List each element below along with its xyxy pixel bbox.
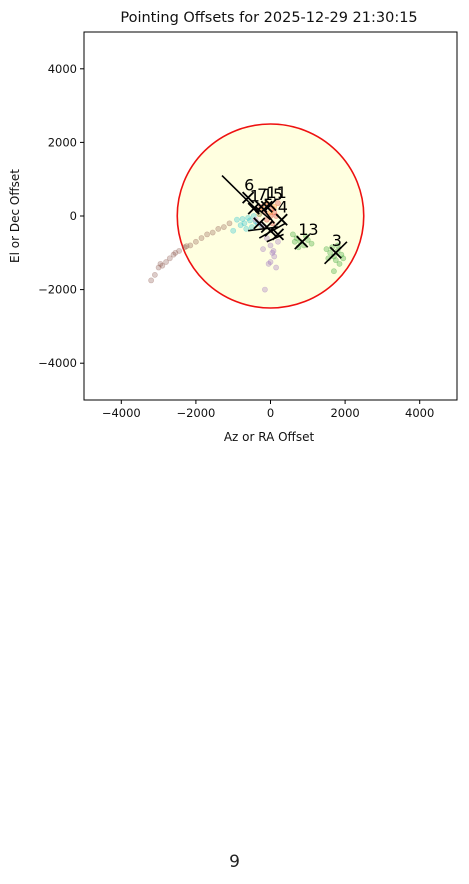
scatter-point-s0-7 (176, 248, 183, 254)
y-tick-label-3: 2000 (48, 135, 77, 149)
scatter-point-s6-10 (327, 249, 334, 256)
scatter-point-s2-10 (270, 248, 277, 254)
scatter-point-s1-2 (241, 220, 248, 227)
scatter-point-s0-9 (187, 242, 194, 249)
scatter-point-s0-4 (163, 259, 169, 265)
offset-marker-2 (255, 200, 268, 213)
scatter-point-s0-10 (192, 238, 199, 245)
x-axis-label: Az or RA Offset (224, 430, 315, 444)
scatter-point-s2-3 (271, 253, 278, 260)
chart-title: Pointing Offsets for 2025-12-29 21:30:15 (120, 10, 417, 26)
scatter-point-s6-5 (308, 240, 315, 247)
scatter-point-s0-13 (209, 229, 216, 236)
marker-label-10: 13 (298, 220, 318, 239)
scatter-point-s0-6 (170, 251, 177, 258)
scatter-point-s0-12 (204, 231, 210, 238)
scatter-point-s0-2 (155, 264, 162, 271)
x-tick-label-1: −2000 (176, 406, 215, 420)
scatter-point-s6-14 (332, 257, 339, 264)
x-tick-label-2: 0 (267, 406, 274, 420)
scatter-point-s0-11 (198, 235, 205, 241)
marker-label-11: 3 (332, 231, 342, 250)
scatter-point-s0-5 (166, 255, 173, 262)
marker-label-9: 4 (278, 198, 288, 217)
scatter-point-s1-0 (234, 216, 240, 223)
scatter-point-s1-12 (239, 216, 246, 222)
scatter-point-s1-8 (230, 227, 237, 234)
marker-label-2: 7 (257, 185, 267, 204)
scatter-point-s0-8 (181, 244, 188, 251)
x-tick-label-4: 4000 (405, 406, 434, 420)
offset-marker-3 (260, 200, 273, 213)
scatter-point-s1-1 (237, 222, 244, 229)
offset-marker-8 (271, 228, 285, 241)
tolerance-circle (176, 123, 365, 309)
scatter-point-s2-6 (267, 259, 274, 265)
offset-marker-5 (253, 217, 266, 230)
offset-marker-4 (264, 198, 277, 212)
scatter-point-s3-6 (275, 200, 281, 207)
scatter-point-s2-9 (262, 286, 268, 293)
scatter-point-s6-0 (289, 231, 296, 238)
scatter-point-s0-0 (148, 277, 155, 284)
scatter-point-s0-17 (159, 262, 166, 269)
scatter-point-s6-18 (331, 268, 337, 275)
scatter-point-s0-15 (220, 224, 227, 230)
scatter-point-s1-3 (245, 214, 252, 221)
offset-marker-0 (241, 191, 255, 204)
offset-marker-1 (247, 202, 260, 215)
scatter-point-s6-20 (340, 255, 347, 262)
marker-label-3: 15 (263, 185, 283, 204)
y-tick-label-1: −2000 (38, 283, 77, 297)
scatter-point-s0-14 (215, 225, 222, 232)
y-tick-label-4: 4000 (48, 62, 77, 76)
offset-marker-7 (264, 224, 277, 237)
scatter-point-s2-1 (267, 242, 274, 249)
marker-label-1: 1 (250, 187, 260, 206)
marker-label-0: 6 (244, 176, 254, 195)
scatter-point-s0-18 (172, 249, 179, 256)
scatter-point-s2-2 (269, 249, 276, 256)
offset-marker-11 (329, 246, 342, 259)
scatter-point-s1-4 (248, 224, 255, 230)
y-axis-label: El or Dec Offset (8, 169, 22, 263)
scatter-point-s0-16 (226, 220, 233, 227)
scatter-point-s1-10 (247, 217, 253, 224)
scatter-point-s6-19 (334, 242, 341, 249)
scatter-point-s6-8 (291, 238, 298, 245)
scatter-point-s2-7 (260, 246, 266, 253)
page-number: 9 (229, 852, 240, 872)
scatter-point-s0-3 (157, 260, 164, 267)
offset-marker-10 (296, 235, 309, 248)
offset-marker-9 (275, 213, 288, 226)
x-tick-label-0: −4000 (102, 406, 141, 420)
x-tick-label-3: 2000 (330, 406, 359, 420)
scatter-point-s6-9 (323, 246, 330, 253)
scatter-point-s0-1 (151, 271, 158, 278)
y-tick-label-0: −4000 (38, 356, 77, 370)
scatter-point-s2-8 (275, 238, 281, 245)
marker-label-4: 11 (267, 183, 287, 202)
offset-vector-0 (221, 174, 249, 202)
scatter-point-s1-7 (243, 225, 250, 232)
y-tick-label-2: 0 (70, 209, 77, 223)
scatter-point-s2-0 (263, 235, 270, 241)
scatter-point-s6-16 (336, 260, 343, 267)
scatter-point-s2-4 (265, 260, 272, 267)
offset-vector-5 (258, 222, 286, 239)
scatter-point-s2-5 (273, 264, 279, 271)
scatter-point-s0-19 (183, 243, 190, 250)
